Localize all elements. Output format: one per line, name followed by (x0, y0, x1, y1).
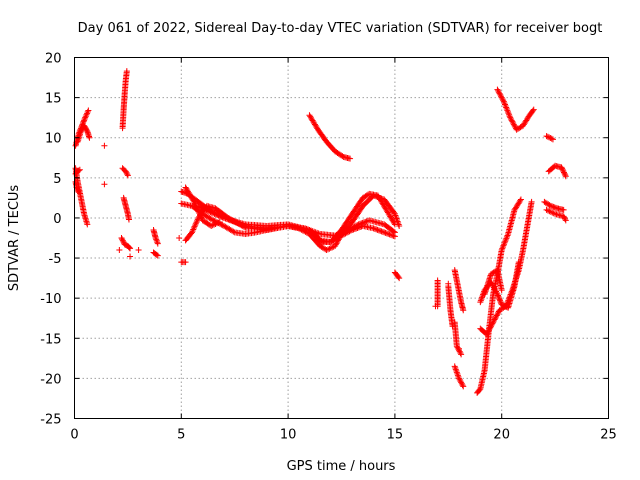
chart-title: Day 061 of 2022, Sidereal Day-to-day VTE… (78, 21, 603, 36)
x-tick-label: 15 (387, 428, 404, 443)
data-point (101, 143, 107, 149)
y-tick-label: -15 (40, 332, 61, 347)
x-axis-label: GPS time / hours (287, 459, 396, 474)
data-point (377, 228, 383, 234)
data-point (376, 227, 382, 233)
x-tick-label: 25 (600, 428, 617, 443)
data-point (373, 226, 379, 232)
y-tick-label: -10 (40, 292, 61, 307)
data-point (136, 247, 142, 253)
y-tick-label: -25 (40, 413, 61, 428)
y-tick-label: -20 (40, 372, 61, 387)
y-tick-label: 20 (45, 52, 62, 67)
data-point (372, 226, 378, 232)
x-tick-label: 0 (70, 428, 78, 443)
y-tick-label: 15 (45, 92, 62, 107)
data-point (562, 216, 568, 222)
data-point (124, 68, 130, 74)
data-point (381, 229, 387, 235)
data-point (183, 259, 189, 265)
y-tick-label: 5 (53, 172, 61, 187)
data-points (73, 68, 569, 396)
data-point (384, 230, 390, 236)
x-tick-label: 10 (280, 428, 297, 443)
data-point (392, 233, 398, 239)
data-point (375, 227, 381, 233)
data-point (379, 228, 385, 234)
data-point (84, 221, 90, 227)
data-point (116, 247, 122, 253)
y-tick-label: 0 (53, 212, 61, 227)
data-point (371, 225, 377, 231)
x-tick-label: 20 (493, 428, 510, 443)
x-tick-label: 5 (177, 428, 185, 443)
y-axis-label: SDTVAR / TECUs (7, 185, 22, 292)
data-point (101, 181, 107, 187)
data-point (389, 232, 395, 238)
data-point (529, 199, 535, 205)
data-point (176, 235, 182, 241)
data-point (383, 230, 389, 236)
data-point (154, 238, 160, 244)
y-tick-label: -5 (49, 252, 62, 267)
data-point (460, 307, 466, 313)
data-point (499, 287, 505, 293)
data-point (391, 233, 397, 239)
y-tick-label: 10 (45, 132, 62, 147)
data-point (380, 229, 386, 235)
